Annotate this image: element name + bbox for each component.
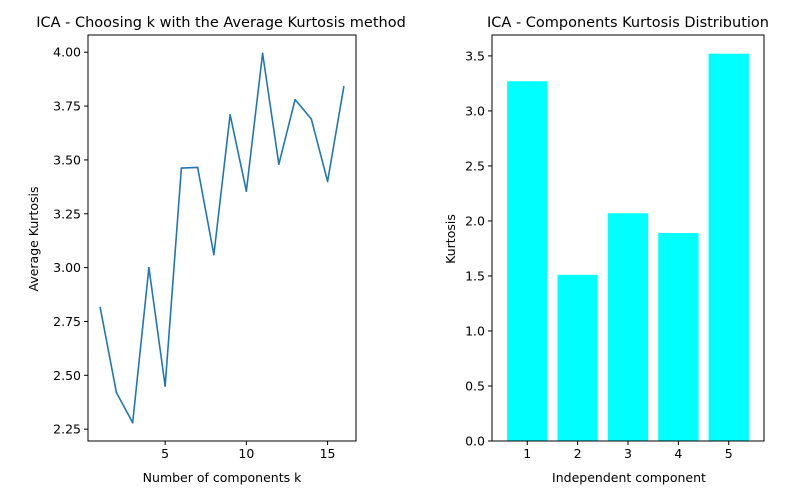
line-point-3 <box>131 421 134 424</box>
y-tick-label-3: 3.00 <box>53 260 81 275</box>
y-tick-label-4: 3.25 <box>53 206 81 221</box>
line-point-5 <box>164 385 166 387</box>
line-chart-x-axis-label: Number of components k <box>143 470 302 485</box>
line-point-15 <box>326 180 329 183</box>
bar-chart-plot-area: 1 2 3 4 5 0.0 0.5 1.0 1.5 2.0 2.5 3.0 3.5 <box>465 34 765 461</box>
bar-x-tick-label-1: 1 <box>523 446 531 461</box>
line-point-4 <box>148 266 150 269</box>
bar-5 <box>708 53 749 442</box>
bar-y-tick-label-1: 0.5 <box>465 378 485 393</box>
line-point-11 <box>261 52 264 55</box>
bar-chart-y-axis-label: Kurtosis <box>443 214 458 264</box>
line-series <box>99 52 345 424</box>
bar-y-tick-label-2: 1.0 <box>465 323 485 338</box>
line-point-7 <box>196 166 199 169</box>
bar-y-tick-label-0: 0.0 <box>465 434 485 449</box>
line-point-16 <box>343 85 345 88</box>
line-chart-title: ICA - Choosing k with the Average Kurtos… <box>36 15 406 31</box>
line-point-2 <box>115 391 118 394</box>
bar-3 <box>607 213 649 441</box>
bar-x-tick-label-4: 4 <box>674 446 682 461</box>
line-point-13 <box>294 98 296 101</box>
y-tick-label-1: 2.50 <box>53 368 81 383</box>
bar-1 <box>507 81 548 442</box>
bar-y-tick-label-4: 2.0 <box>465 213 485 228</box>
y-tick-label-6: 3.75 <box>53 99 81 114</box>
bar-x-tick-label-5: 5 <box>725 446 733 461</box>
bar-chart-x-axis-label: Independent component <box>552 470 706 485</box>
x-tick-label-5: 5 <box>161 446 169 461</box>
bar-4 <box>658 233 699 441</box>
line-chart-plot-area: 5 10 15 2.25 2.50 2.75 3.00 3.25 3.50 3.75 4.00 <box>53 34 357 461</box>
line-chart-y-axis-label: Average Kurtosis <box>26 187 41 292</box>
line-point-10 <box>245 190 248 192</box>
y-tick-label-5: 3.50 <box>53 152 81 167</box>
bar-x-tick-label-3: 3 <box>624 446 632 461</box>
bar-y-tick-label-3: 1.5 <box>465 268 485 283</box>
line-point-6 <box>180 167 183 169</box>
line-point-9 <box>229 113 231 116</box>
bar-x-tick-label-2: 2 <box>574 446 582 461</box>
y-tick-label-2: 2.75 <box>53 314 81 329</box>
line-chart-frame <box>87 34 357 442</box>
bar-y-tick-label-6: 3.0 <box>465 103 485 118</box>
line-point-14 <box>310 118 313 120</box>
x-tick-label-10: 10 <box>238 446 254 461</box>
line-point-8 <box>213 253 215 256</box>
x-tick-label-15: 15 <box>320 446 336 461</box>
y-tick-label-0: 2.25 <box>53 422 81 437</box>
line-point-1 <box>99 306 101 309</box>
y-tick-label-7: 4.00 <box>53 45 81 60</box>
line-point-12 <box>278 163 280 166</box>
bar-y-tick-label-7: 3.5 <box>465 48 485 63</box>
bar-y-tick-label-5: 2.5 <box>465 158 485 173</box>
bar-2 <box>557 274 598 441</box>
line-chart-average-kurtosis: ICA - Choosing k with the Average Kurtos… <box>26 15 406 485</box>
bar-chart-components-kurtosis: ICA - Components Kurtosis Distribution 1… <box>443 15 769 485</box>
bar-chart-title: ICA - Components Kurtosis Distribution <box>487 15 769 31</box>
